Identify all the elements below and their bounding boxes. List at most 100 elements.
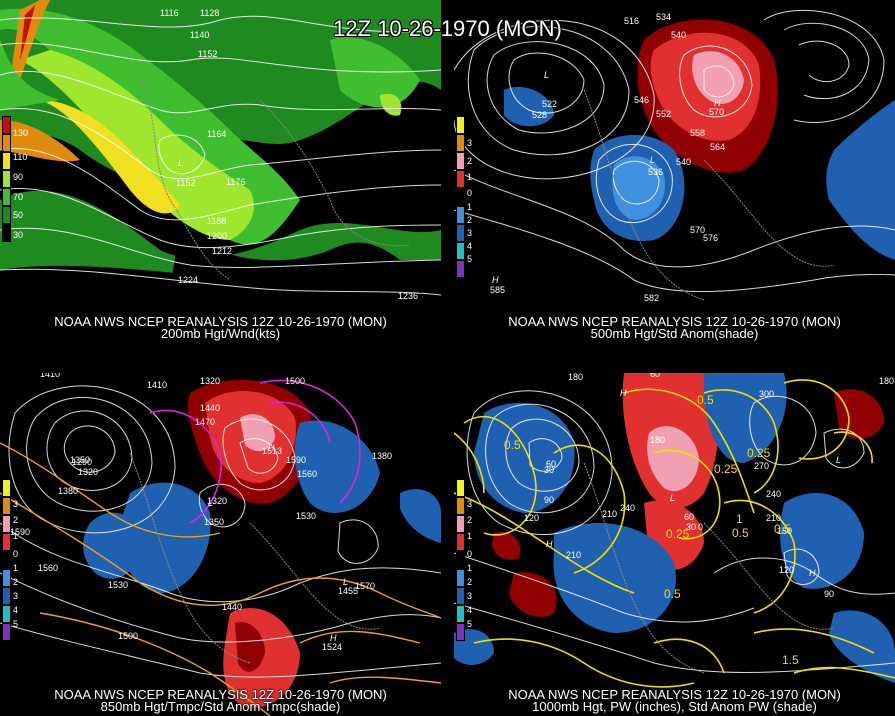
contour-label: 1236 (398, 291, 418, 301)
contour-label: 522 (542, 99, 557, 109)
legend-label: 1 (467, 202, 473, 212)
legend-label: 0 (467, 549, 473, 559)
contour-label: 180 (879, 376, 894, 386)
contour-label: 552 (656, 109, 671, 119)
contour-label: 536 (648, 167, 663, 177)
contour-label: 1500 (118, 631, 138, 641)
contour-label: 270 (754, 461, 769, 471)
panel-1000mb: 180 180 180 60 300 270 240 210 150 120 9… (454, 373, 895, 716)
contour-label: 1455 (338, 586, 358, 596)
low-marker: L (343, 577, 348, 587)
legend-label: 2 (467, 215, 473, 225)
contour-label: 1570 (355, 581, 375, 591)
contour-label: 1320 (78, 467, 98, 477)
high-marker: H (714, 98, 721, 108)
legend-label: 0 (13, 549, 19, 559)
contour-label: 546 (634, 95, 649, 105)
contour-label: 30 (686, 522, 696, 532)
map-500mb: 516 522 528 534 540 546 552 558 564 570 … (454, 0, 895, 343)
contour-label: 1164 (207, 129, 226, 139)
contour-label: 210 (602, 509, 617, 519)
contour-label: 1.5 (782, 653, 799, 667)
contour-label: 1350 (204, 517, 224, 527)
contour-label: 150 (777, 526, 792, 536)
contour-label: 528 (532, 110, 547, 120)
panel-850mb: 1410 1410 1320 1440 1470 1500 1590 1560 … (0, 373, 441, 716)
contour-label: 585 (490, 285, 505, 295)
contour-label: 0.5 (664, 587, 681, 601)
contour-label: 1320 (207, 496, 227, 506)
contour-label: 1590 (10, 527, 30, 537)
contour-label: 0.25 (714, 462, 738, 476)
legend-label: 5 (467, 619, 473, 629)
contour-label: 558 (690, 128, 705, 138)
map-200mb: 1116 1128 1140 1152 1164 1176 1188 1200 … (0, 0, 441, 343)
contour-label: 210 (566, 550, 581, 560)
anomaly-legend (456, 479, 465, 641)
contour-label: 240 (620, 503, 635, 513)
legend-label: 3 (467, 499, 473, 509)
contour-label: 1560 (38, 563, 58, 573)
contour-label: 1128 (200, 8, 219, 18)
legend-label: 4 (13, 605, 19, 615)
contour-label: 1176 (226, 177, 245, 187)
contour-label: 1116 (160, 8, 179, 18)
low-marker: L (836, 455, 841, 465)
high-marker: H (330, 633, 337, 643)
caption-field: 200mb Hgt/Wnd(kts) (160, 326, 281, 341)
contour-label: 1200 (207, 231, 227, 241)
contour-label: 534 (656, 12, 671, 22)
contour-label: 582 (644, 293, 659, 303)
map-850mb: 1410 1410 1320 1440 1470 1500 1590 1560 … (0, 373, 441, 716)
legend-label: 2 (467, 577, 473, 587)
high-marker: H (620, 388, 627, 398)
contour-label: 120 (524, 513, 539, 523)
contour-label: 1470 (195, 417, 215, 427)
contour-label: 1152 (176, 178, 195, 188)
legend-label: 5 (467, 254, 473, 264)
legend-label: 110 (13, 152, 28, 162)
contour-label: 0.5 (774, 522, 791, 536)
contour-label: 1410 (147, 380, 167, 390)
anomaly-legend (2, 479, 11, 641)
main-title: 12Z 10-26-1970 (MON) (333, 16, 562, 41)
legend-label: 2 (13, 577, 19, 587)
legend-label: 4 (467, 241, 473, 251)
contour-label: 1 (736, 512, 743, 526)
contour-label: 120 (779, 565, 794, 575)
contour-label: 1440 (222, 602, 242, 612)
contour-label: 0 (698, 522, 703, 532)
contour-label: 1320 (200, 376, 220, 386)
contour-label: 1224 (178, 275, 198, 285)
legend-label: 1 (467, 172, 473, 182)
contour-label: 540 (671, 30, 686, 40)
legend-label: 1 (467, 563, 473, 573)
contour-label: 570 (690, 225, 705, 235)
legend-label: 3 (467, 138, 473, 148)
legend-label: 2 (467, 156, 473, 166)
contour-label: 1500 (285, 376, 305, 386)
contour-label: 1590 (286, 455, 306, 465)
low-marker: L (650, 155, 655, 165)
anomaly-legend (456, 116, 465, 278)
legend-label: 5 (13, 619, 19, 629)
contour-label: 90 (544, 495, 554, 505)
legend-label: 3 (467, 228, 473, 238)
contour-label: 210 (766, 513, 781, 523)
contour-label: 60 (684, 512, 694, 522)
legend-label: 2 (13, 515, 19, 525)
contour-label: 1560 (297, 469, 317, 479)
contour-label: 0.25 (666, 527, 690, 541)
contour-label: 1513 (262, 446, 282, 456)
contour-label: 60 (650, 373, 660, 379)
contour-label: 90 (824, 589, 834, 599)
contour-label: 570 (709, 107, 724, 117)
caption-source: NOAA NWS NCEP REANALYSIS 12Z 10-26-1970 … (54, 687, 387, 702)
panel-200mb: 1116 1128 1140 1152 1164 1176 1188 1200 … (0, 0, 441, 343)
legend-label: 1 (13, 531, 19, 541)
legend-label: 1 (13, 563, 19, 573)
contour-label: 60 (546, 459, 556, 469)
contour-label: 1530 (296, 511, 316, 521)
contour-label: 300 (759, 389, 774, 399)
contour-label: 240 (766, 489, 781, 499)
